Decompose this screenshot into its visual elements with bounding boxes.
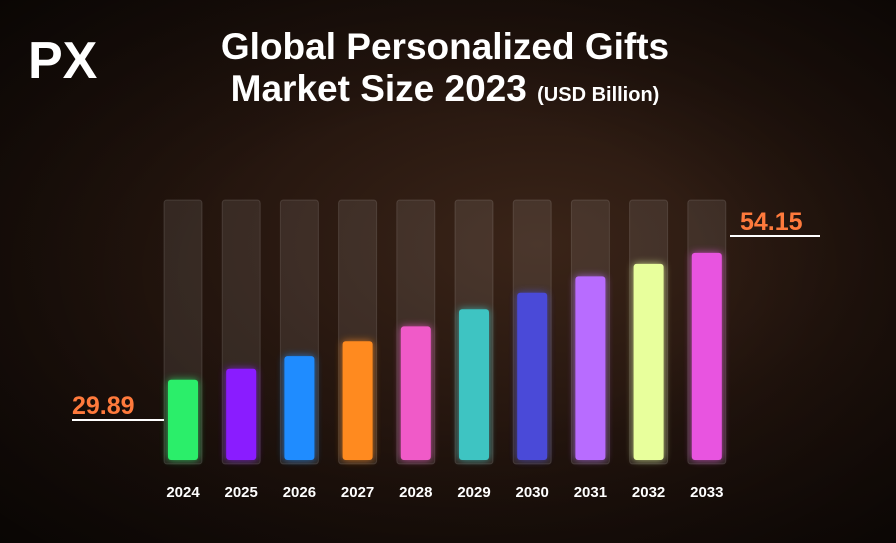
bar-2029 xyxy=(459,309,489,460)
bar-2032 xyxy=(633,263,664,460)
bar-2030 xyxy=(517,292,548,460)
bar-2033 xyxy=(691,252,722,460)
x-tick-label: 2031 xyxy=(574,484,607,501)
x-tick-label: 2026 xyxy=(283,484,316,501)
title-unit: (USD Billion) xyxy=(537,84,660,106)
first-value-label: 29.89 xyxy=(72,392,135,420)
px-logo: PX xyxy=(28,32,98,84)
x-tick-label: 2029 xyxy=(457,484,490,501)
x-tick-label: 2033 xyxy=(690,484,723,501)
svg-text:PX: PX xyxy=(28,32,98,84)
last-value-underline xyxy=(730,235,820,237)
last-value-label: 54.15 xyxy=(740,208,803,236)
chart-title: Global Personalized Gifts Market Size 20… xyxy=(150,26,740,116)
x-tick-label: 2032 xyxy=(632,484,665,501)
title-line-2: Market Size 2023 (USD Billion) xyxy=(230,68,660,109)
bar-2026 xyxy=(284,356,315,460)
bar-2024 xyxy=(168,379,198,460)
bar-2028 xyxy=(400,326,431,460)
x-tick-label: 2028 xyxy=(399,484,432,501)
bar-2027 xyxy=(342,341,373,460)
x-tick-label: 2030 xyxy=(516,484,549,501)
x-tick-label: 2027 xyxy=(341,484,374,501)
first-value-underline xyxy=(72,419,164,421)
x-tick-label: 2024 xyxy=(166,484,200,501)
title-line-1: Global Personalized Gifts xyxy=(220,26,670,67)
x-tick-label: 2025 xyxy=(225,484,258,501)
bar-2025 xyxy=(226,368,257,460)
bar-2031 xyxy=(575,276,606,460)
